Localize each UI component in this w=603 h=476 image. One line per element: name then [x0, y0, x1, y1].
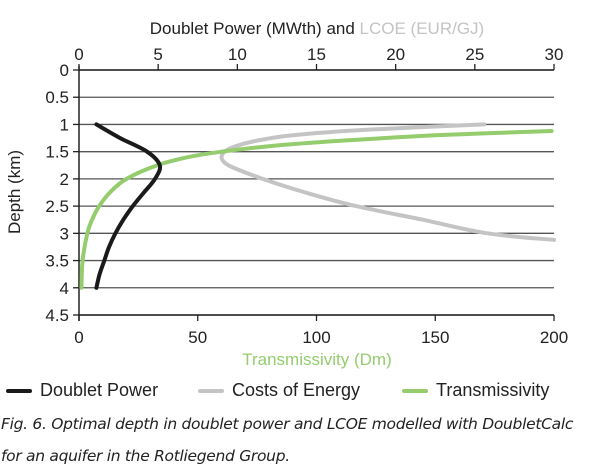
legend-label: Doublet Power: [40, 380, 159, 400]
top-tick-label: 30: [545, 45, 564, 64]
grid-lines: [79, 69, 554, 316]
bottom-tick-label: 0: [74, 328, 83, 347]
top-tick-label: 5: [153, 45, 162, 64]
top-axis-title-lcoe: LCOE (EUR/GJ): [360, 19, 485, 38]
axes: 0 0.5 1 1.5 2 2.5 3 3.5 4 4.5 0 5 10 15 20 25 30 0 50 100 15…: [45, 45, 568, 347]
y-tick-label: 4.5: [45, 306, 69, 325]
bottom-tick-label: 200: [540, 328, 568, 347]
y-tick-label: 1.5: [45, 143, 69, 162]
legend-item-transmissivity: Transmissivity: [402, 380, 549, 401]
figure-caption: Fig. 6. Optimal depth in doublet power a…: [1, 408, 601, 472]
series-line-costs-of-energy: [219, 122, 556, 242]
top-tick-label: 10: [228, 45, 247, 64]
bottom-tick-label: 50: [188, 328, 207, 347]
legend-swatch-doublet-power: [6, 388, 32, 393]
top-axis-title: Doublet Power (MWth) and LCOE (EUR/GJ): [150, 19, 484, 38]
y-tick-label: 3.5: [45, 252, 69, 271]
y-tick-label: 4: [60, 279, 69, 298]
depth-profile-chart: 0 0.5 1 1.5 2 2.5 3 3.5 4 4.5 0 5 10 15 20 25 30 0 50 100 15…: [5, 19, 568, 369]
top-tick-label: 20: [386, 45, 405, 64]
legend: Doublet Power Costs of Energy Transmissi…: [6, 380, 603, 406]
legend-item-costs-of-energy: Costs of Energy: [198, 380, 360, 401]
y-tick-label: 1: [60, 115, 69, 134]
top-tick-label: 0: [74, 45, 83, 64]
legend-swatch-costs-of-energy: [198, 388, 224, 393]
series-lines: [79, 122, 556, 290]
y-axis-title: Depth (km): [5, 150, 24, 234]
legend-label: Transmissivity: [436, 380, 550, 400]
legend-swatch-transmissivity: [402, 388, 428, 393]
y-tick-label: 0: [60, 61, 69, 80]
y-tick-label: 0.5: [45, 88, 69, 107]
top-tick-label: 25: [465, 45, 484, 64]
y-tick-label: 3: [60, 224, 69, 243]
caption-line-1: Fig. 6. Optimal depth in doublet power a…: [1, 415, 574, 433]
series-line-transmissivity: [79, 129, 554, 290]
bottom-tick-label: 150: [421, 328, 449, 347]
caption-line-2: for an aquifer in the Rotliegend Group.: [1, 447, 290, 465]
legend-item-doublet-power: Doublet Power: [6, 380, 158, 401]
legend-label: Costs of Energy: [232, 380, 361, 400]
top-axis-title-power: Doublet Power (MWth) and: [150, 19, 360, 38]
bottom-tick-label: 100: [302, 328, 330, 347]
y-tick-label: 2.5: [45, 197, 69, 216]
series-line-doublet-power: [94, 122, 163, 290]
top-tick-label: 15: [307, 45, 326, 64]
bottom-axis-title: Transmissivity (Dm): [242, 350, 392, 369]
y-tick-label: 2: [60, 170, 69, 189]
